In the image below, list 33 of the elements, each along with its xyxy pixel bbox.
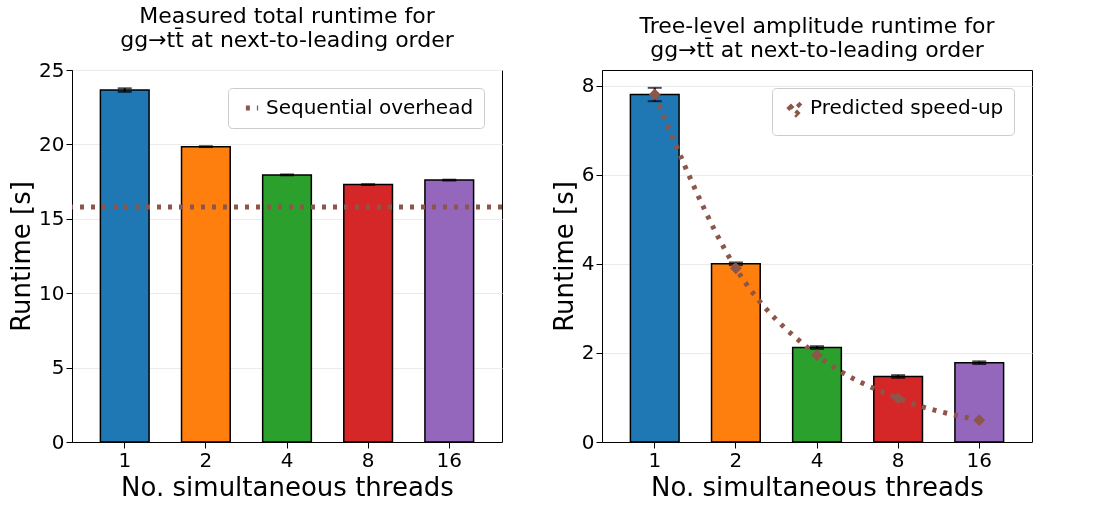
y-axis-title: Runtime [s]	[548, 181, 579, 332]
y-axis-title: Runtime [s]	[6, 181, 37, 332]
point	[811, 349, 823, 362]
y-tick-label: 15	[39, 206, 65, 231]
y-tick-label: 6	[581, 162, 595, 187]
legend-label: Sequential overhead	[266, 95, 474, 119]
x-axis-title: No. simultaneous threads	[651, 471, 984, 502]
y-tick-label: 2	[581, 340, 595, 365]
y-tick-label: 5	[51, 355, 65, 380]
point	[973, 414, 986, 427]
y-tick-label: 0	[51, 429, 65, 454]
y-tick-label: 25	[39, 57, 65, 82]
legend-label: Predicted speed-up	[810, 95, 1004, 119]
y-tick-label: 20	[39, 131, 65, 156]
y-tick-label: 10	[39, 280, 65, 305]
y-tick-label: 8	[581, 73, 595, 98]
x-tick-label: 4	[810, 447, 824, 472]
x-tick-label: 16	[966, 447, 992, 472]
x-tick-label: 8	[361, 447, 375, 472]
chart-title: Measured total runtime for gg→tt̄ at next-to-leading order	[120, 3, 455, 52]
x-tick-label: 2	[199, 447, 213, 472]
x-axis-title: No. simultaneous threads	[121, 471, 454, 502]
y-tick-label: 0	[581, 429, 595, 454]
x-tick-label: 1	[118, 447, 132, 472]
x-tick-label: 1	[648, 447, 662, 472]
chart-title: Tree-level amplitude runtime for gg→tt̄ at next-to-leading order	[638, 13, 996, 62]
x-tick-label: 4	[280, 447, 294, 472]
y-tick-label: 4	[581, 251, 595, 276]
x-tick-label: 16	[436, 447, 462, 472]
point	[892, 392, 905, 405]
x-tick-label: 2	[729, 447, 743, 472]
point	[729, 262, 742, 275]
x-tick-label: 8	[891, 447, 905, 472]
